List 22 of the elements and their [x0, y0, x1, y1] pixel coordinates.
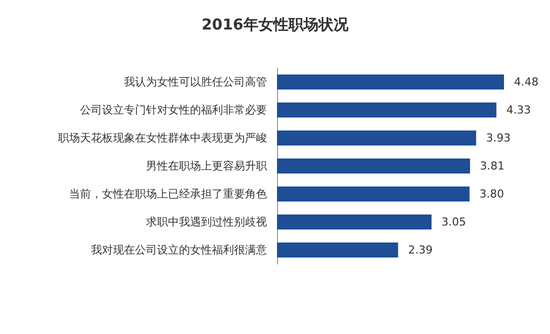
bar	[277, 186, 470, 202]
data-label: 3.81	[480, 160, 505, 172]
data-label: 3.93	[486, 132, 511, 144]
bar	[277, 158, 470, 174]
y-tick-label: 当前，女性在职场上已经承担了重要角色	[69, 188, 267, 200]
data-label: 3.05	[442, 216, 466, 228]
data-label: 4.48	[514, 76, 538, 88]
data-label: 3.80	[480, 188, 504, 200]
bar	[277, 102, 496, 118]
y-tick-label: 求职中我遇到过性别歧视	[146, 216, 267, 228]
y-tick-label: 我认为女性可以胜任公司高管	[124, 76, 267, 88]
bar	[277, 214, 432, 230]
chart-title: 2016年女性职场状况	[202, 16, 350, 34]
y-tick-label: 公司设立专门针对女性的福利非常必要	[80, 104, 267, 116]
bar	[277, 130, 476, 146]
data-label: 4.33	[506, 104, 531, 116]
bar	[277, 74, 504, 90]
data-label: 2.39	[408, 244, 433, 256]
bar	[277, 242, 398, 258]
y-tick-label: 职场天花板现象在女性群体中表现更为严峻	[58, 132, 267, 144]
y-tick-label: 我对现在公司设立的女性福利很满意	[91, 244, 267, 256]
y-tick-label: 男性在职场上更容易升职	[146, 160, 267, 172]
